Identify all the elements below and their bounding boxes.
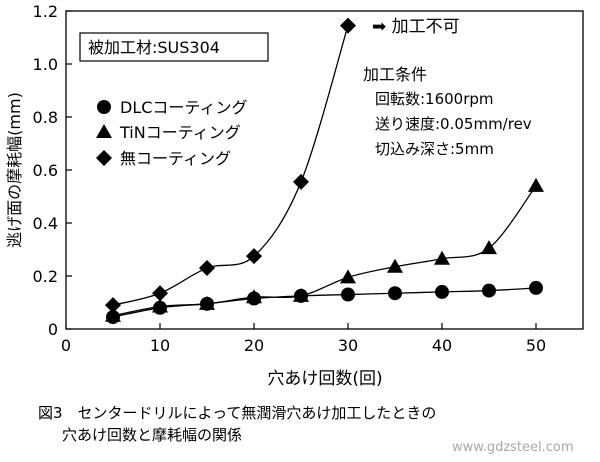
data-point-diamond <box>199 260 215 277</box>
x-tick-label: 20 <box>244 336 264 355</box>
conditions-line: 切込み深さ:5mm <box>375 140 494 158</box>
data-point-triangle <box>199 295 215 310</box>
y-tick-label: 0.2 <box>33 267 58 286</box>
x-tick-label: 10 <box>150 336 170 355</box>
conditions-title: 加工条件 <box>363 65 427 84</box>
y-tick-label: 1.2 <box>33 2 58 21</box>
data-point-triangle <box>387 258 403 273</box>
material-label: 被加工材:SUS304 <box>88 38 220 57</box>
chart: 0 10 20 30 40 50 0 0.2 0.4 0.6 0.8 1.0 1.2 穴あけ回数(回)… <box>5 2 584 389</box>
data-point-diamond <box>152 285 168 302</box>
y-axis: 0 0.2 0.4 0.6 0.8 1.0 1.2 <box>33 2 72 339</box>
data-point-circle <box>435 284 449 299</box>
x-tick-label: 30 <box>338 336 358 355</box>
data-point-circle <box>388 286 402 301</box>
x-axis-label: 穴あけ回数(回) <box>267 369 382 389</box>
data-point-triangle <box>105 307 121 322</box>
series-line-circle <box>112 287 537 318</box>
data-point-triangle <box>293 287 309 302</box>
legend-marker-circle <box>97 100 111 114</box>
data-point-triangle <box>528 177 544 192</box>
conditions-line: 送り速度:0.05mm/rev <box>375 115 532 133</box>
data-point-diamond <box>105 297 121 314</box>
data-point-circle <box>341 287 355 302</box>
figure-caption-line1: 図3 センタードリルによって無潤滑穴あけ加工したときの <box>38 404 437 422</box>
legend-marker-triangle <box>96 124 112 138</box>
legend-label: 無コーティング <box>120 149 231 168</box>
y-tick-label: 1.0 <box>33 55 58 74</box>
annotation-unmachinable: ➡ 加工不可 <box>372 17 460 37</box>
data-point-triangle <box>152 298 168 313</box>
y-tick-label: 0.6 <box>33 161 58 180</box>
data-point-circle <box>529 280 543 295</box>
watermark: www.gdzsteel.com <box>452 440 574 455</box>
y-tick-label: 0 <box>48 320 58 339</box>
series-line-triangle <box>112 185 537 317</box>
data-point-diamond <box>293 173 309 190</box>
figure-caption-line2: 穴あけ回数と摩耗幅の関係 <box>62 426 243 444</box>
series-curves <box>112 25 537 318</box>
x-axis: 0 10 20 30 40 50 <box>61 323 546 355</box>
data-point-diamond <box>340 17 356 34</box>
data-point-triangle <box>434 250 450 265</box>
legend-label: DLCコーティング <box>120 98 247 117</box>
data-point-triangle <box>246 289 262 304</box>
y-tick-label: 0.4 <box>33 214 58 233</box>
legend-label: TiNコーティング <box>119 123 241 142</box>
x-tick-label: 0 <box>61 336 71 355</box>
series-markers <box>105 17 544 325</box>
data-point-triangle <box>340 269 356 284</box>
conditions-line: 回転数:1600rpm <box>375 90 494 108</box>
data-point-circle <box>482 283 496 298</box>
y-axis-label: 逃げ面の摩耗幅(mm) <box>5 92 24 248</box>
material-box <box>79 32 269 62</box>
data-point-diamond <box>246 248 262 265</box>
legend-marker-diamond <box>96 150 112 166</box>
y-tick-label: 0.8 <box>33 108 58 127</box>
x-tick-label: 40 <box>432 336 452 355</box>
data-point-triangle <box>481 240 497 255</box>
x-tick-label: 50 <box>526 336 546 355</box>
